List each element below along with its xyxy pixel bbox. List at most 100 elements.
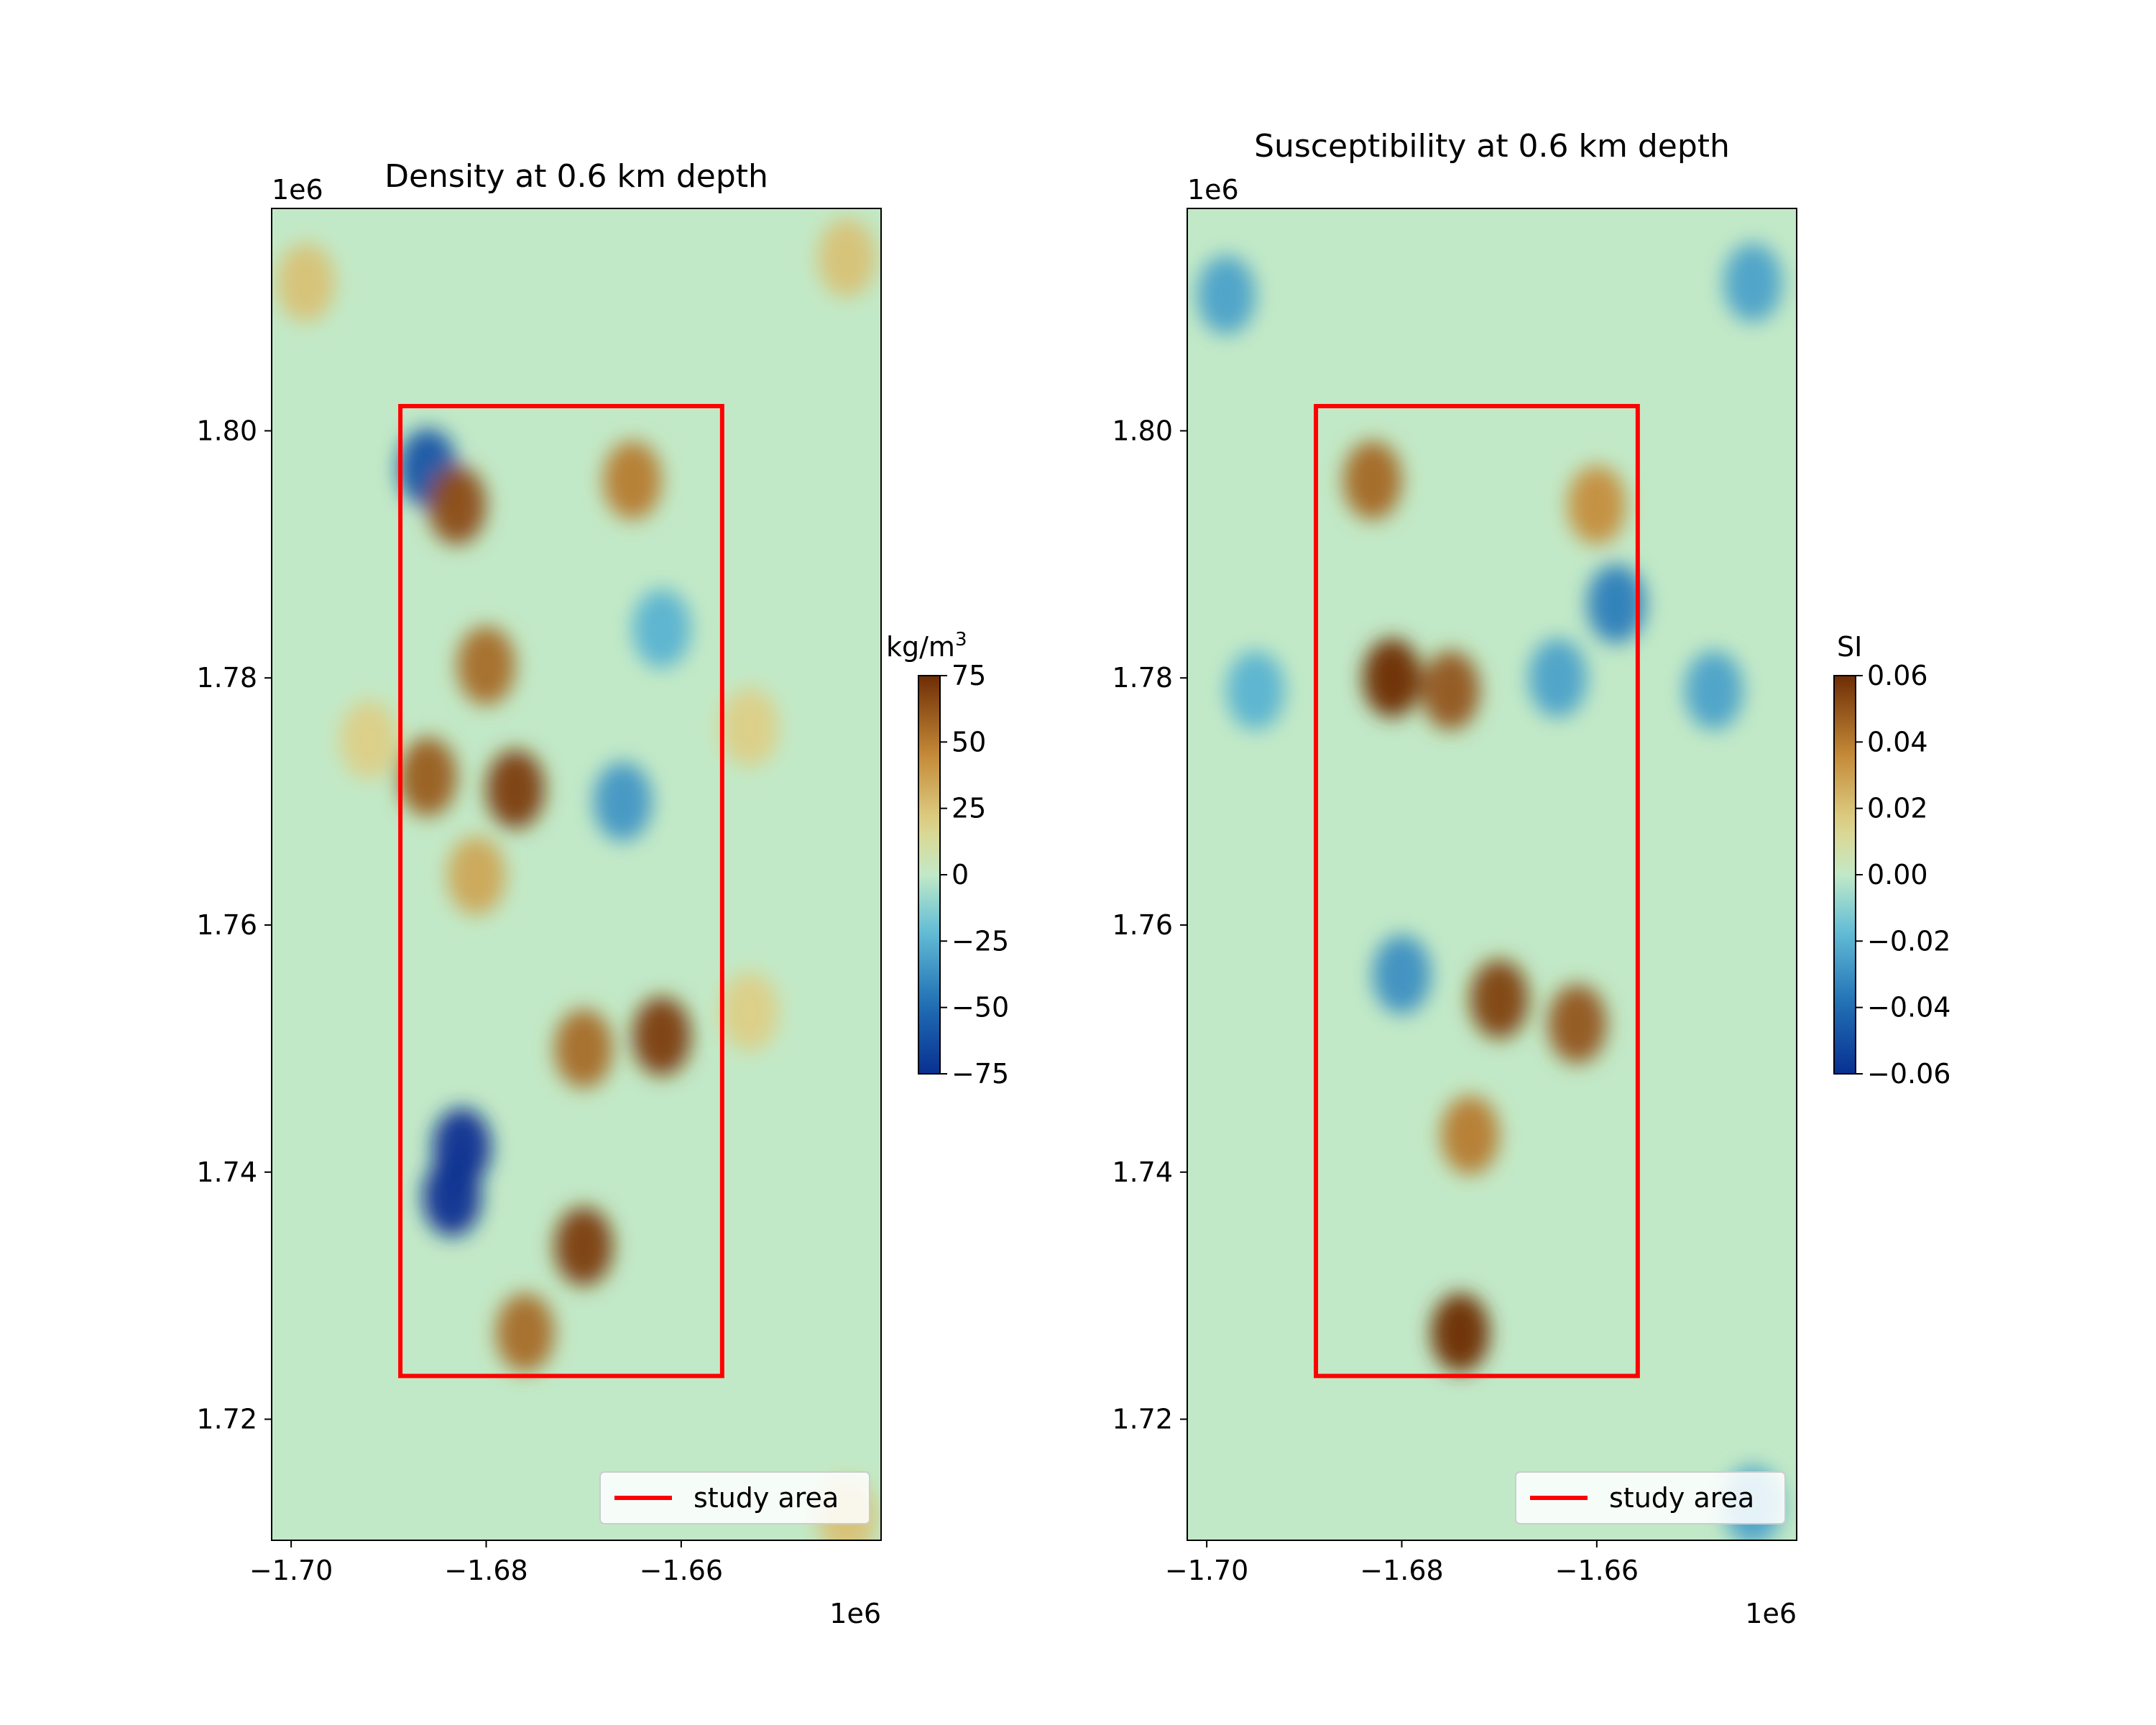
colorbar-tick-label: −0.06 <box>1867 1058 1950 1090</box>
density-title: Density at 0.6 km depth <box>384 158 768 195</box>
susceptibility-x-offset-label: 1e6 <box>1745 1598 1797 1629</box>
heatmap-anomaly <box>632 589 691 668</box>
susceptibility-colorbar: 0.06 0.04 0.02 0.00 −0.02 −0.04 −0.06 <box>1833 660 1950 1090</box>
colorbar-tick-label: 0.02 <box>1867 793 1928 824</box>
density-x-ticks: −1.70 −1.68 −1.66 <box>249 1540 723 1586</box>
heatmap-anomaly <box>603 441 662 520</box>
heatmap-anomaly <box>554 1206 613 1286</box>
susceptibility-y-offset-label: 1e6 <box>1187 174 1239 206</box>
heatmap-anomaly <box>1372 934 1432 1014</box>
heatmap-anomaly <box>1587 564 1646 644</box>
y-tick-label: 1.74 <box>1112 1156 1173 1188</box>
colorbar-tick-label: −50 <box>952 992 1009 1024</box>
axes-frame <box>1187 208 1797 1541</box>
density-colorbar-label: kg/m3 <box>886 629 967 663</box>
density-colorbar: 75 50 25 0 −25 −50 −75 <box>918 660 1009 1090</box>
density-legend-label: study area <box>694 1482 839 1514</box>
susceptibility-legend-label: study area <box>1609 1482 1754 1514</box>
x-tick-label: −1.68 <box>444 1555 528 1586</box>
colorbar-tick-label: 0.04 <box>1867 726 1928 758</box>
heatmap-anomaly <box>593 762 653 842</box>
density-y-ticks: 1.72 1.74 1.76 1.78 1.80 <box>196 415 272 1435</box>
heatmap-anomaly <box>1363 638 1422 718</box>
susceptibility-x-ticks: −1.70 −1.68 −1.66 <box>1165 1540 1639 1586</box>
colorbar-tick-label: 0.00 <box>1867 859 1928 891</box>
heatmap-anomaly <box>1567 465 1626 545</box>
y-tick-label: 1.74 <box>196 1156 257 1188</box>
heatmap-anomaly <box>720 972 779 1052</box>
colorbar-tick-label: −0.04 <box>1867 992 1950 1024</box>
heatmap-anomaly <box>1548 984 1607 1064</box>
x-tick-label: −1.66 <box>1555 1555 1639 1586</box>
density-legend-box <box>599 1471 870 1524</box>
heatmap-anomaly <box>1226 650 1285 730</box>
x-tick-label: −1.70 <box>249 1555 333 1586</box>
colorbar-tick-label: −75 <box>952 1058 1009 1090</box>
y-tick-label: 1.72 <box>1112 1404 1173 1435</box>
heatmap-anomaly <box>1684 650 1743 730</box>
density-legend: study area <box>599 1471 870 1524</box>
density-y-offset-label: 1e6 <box>272 174 323 206</box>
heatmap-anomaly <box>447 836 506 916</box>
colorbar-tick-label: 75 <box>952 660 986 691</box>
heatmap-anomaly <box>1470 960 1529 1039</box>
heatmap-anomaly <box>486 749 545 829</box>
heatmap-anomalies <box>276 218 877 1540</box>
heatmap-anomaly <box>496 1293 555 1373</box>
y-tick-label: 1.78 <box>1112 662 1173 694</box>
susceptibility-colorbar-unit: SI <box>1837 631 1862 663</box>
susceptibility-legend: study area <box>1515 1471 1786 1524</box>
susceptibility-panel: Susceptibility at 0.6 km depth 1e6 1.721… <box>1112 128 1950 1629</box>
heatmap-anomaly <box>428 465 487 545</box>
x-tick-label: −1.66 <box>640 1555 723 1586</box>
density-x-offset-label: 1e6 <box>829 1598 881 1629</box>
susceptibility-title: Susceptibility at 0.6 km depth <box>1254 128 1730 165</box>
heatmap-anomaly <box>456 626 516 705</box>
colorbar-gradient <box>1833 675 1856 1075</box>
y-tick-label: 1.78 <box>196 662 257 694</box>
susceptibility-heatmap <box>1187 208 1797 1541</box>
density-panel: Density at 0.6 km depth 1e6 1.72 1.74 1.76… <box>196 158 1009 1629</box>
heatmap-anomaly <box>1343 441 1402 520</box>
y-tick-label: 1.76 <box>196 909 257 941</box>
heatmap-anomaly <box>1528 638 1588 718</box>
colorbar-tick-label: 0 <box>952 859 969 891</box>
heatmap-anomaly <box>720 687 779 767</box>
density-colorbar-unit: kg/m <box>886 631 955 663</box>
density-colorbar-unit-exponent: 3 <box>955 629 967 650</box>
susceptibility-y-ticks: 1.72 1.74 1.76 1.78 1.80 <box>1112 415 1187 1435</box>
colorbar-tick-label: 0.06 <box>1867 660 1928 691</box>
colorbar-tick-label: −25 <box>952 925 1009 957</box>
heatmap-anomaly <box>1440 1095 1500 1175</box>
heatmap-anomaly <box>817 218 877 298</box>
heatmap-anomaly <box>423 1157 482 1237</box>
colorbar-tick-label: 50 <box>952 726 986 758</box>
colorbar-gradient <box>918 675 941 1075</box>
heatmap-anomaly <box>1723 243 1782 323</box>
heatmap-anomaly <box>554 1008 613 1088</box>
heatmap-anomaly <box>398 737 457 816</box>
susceptibility-legend-box <box>1515 1471 1786 1524</box>
axes-frame <box>271 208 882 1541</box>
heatmap-anomaly <box>276 243 336 323</box>
y-tick-label: 1.76 <box>1112 909 1173 941</box>
colorbar-tick-label: −0.02 <box>1867 925 1950 957</box>
heatmap-background <box>272 208 881 1540</box>
heatmap-anomaly <box>632 996 691 1076</box>
colorbar-tick-label: 25 <box>952 793 986 824</box>
study-area-rectangle <box>398 404 724 1379</box>
x-tick-label: −1.68 <box>1360 1555 1443 1586</box>
y-tick-label: 1.80 <box>196 415 257 446</box>
y-tick-label: 1.80 <box>1112 415 1173 446</box>
heatmap-anomaly <box>1197 255 1256 335</box>
heatmap-anomaly <box>1431 1293 1490 1373</box>
x-tick-label: −1.70 <box>1165 1555 1248 1586</box>
density-heatmap <box>271 208 882 1541</box>
heatmap-anomaly <box>339 700 399 780</box>
study-area-rectangle <box>1314 404 1640 1379</box>
susceptibility-colorbar-label: SI <box>1837 631 1862 663</box>
heatmap-background <box>1187 208 1797 1540</box>
y-tick-label: 1.72 <box>196 1404 257 1435</box>
heatmap-anomaly <box>1421 650 1480 730</box>
